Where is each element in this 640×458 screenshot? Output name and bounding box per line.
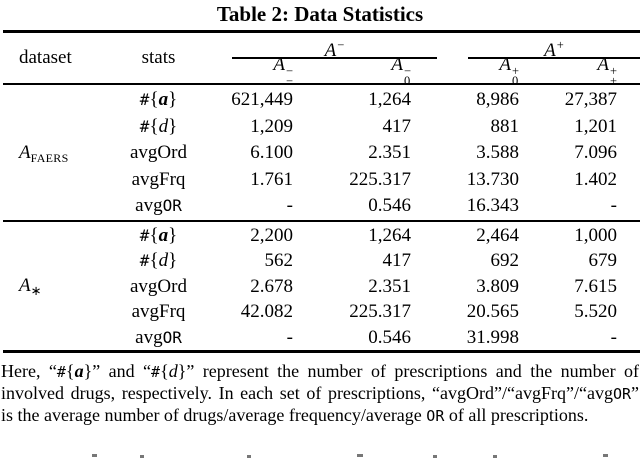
table-row: avgFrq 1.761 225.317 13.730 1.402 (3, 167, 617, 194)
script-stack: + + (609, 64, 617, 88)
table-row: avgOR - 0.546 16.343 - (3, 193, 617, 220)
hash-glyph: # (151, 363, 161, 381)
dataset-label-star: A∗ (19, 275, 42, 298)
value-cell: 1,209 (250, 115, 293, 137)
stat-label: avgOR (135, 195, 182, 217)
value-cell: - (286, 195, 293, 217)
table-row: #{d} 1,209 417 881 1,201 (3, 114, 617, 141)
value-cell: 2.351 (368, 275, 411, 297)
footnote-line-2: involved drugs, respectively. In each se… (1, 383, 639, 403)
cmid-rule-a-plus (468, 57, 640, 59)
column-group-a-minus: A− (232, 35, 437, 61)
footnote-line-1: Here, “#{a}” and “#{d}” represent the nu… (1, 361, 640, 381)
value-cell: 2,464 (476, 224, 519, 246)
table-row: avgOrd 6.100 2.351 3.588 7.096 (3, 140, 617, 167)
stat-label: #{d} (139, 115, 178, 137)
stat-label: avgFrq (131, 168, 186, 190)
sub-header-a-minus-minus: A − − (273, 54, 293, 88)
value-cell: 692 (490, 250, 520, 272)
value-cell: 5.520 (574, 301, 617, 323)
superscript-minus: − (337, 38, 345, 52)
math-a: A (324, 40, 337, 61)
superscript-plus: + (556, 38, 564, 52)
value-cell: 3.809 (476, 275, 519, 297)
value-cell: 2.678 (250, 275, 293, 297)
value-cell: 2.351 (368, 142, 411, 164)
dataset-column-header: dataset (19, 47, 72, 68)
header-mid-rule (3, 83, 640, 85)
stat-label: #{a} (139, 224, 178, 246)
hash-glyph: # (56, 363, 66, 381)
value-cell: 1,000 (574, 224, 617, 246)
value-cell: 881 (490, 115, 520, 137)
stat-label: #{d} (139, 250, 178, 272)
value-cell: 1.402 (574, 168, 617, 190)
script-stack: −0 (403, 64, 411, 88)
value-cell: 0.546 (368, 195, 411, 217)
table-caption: Table 2: Data Statistics (216, 2, 424, 26)
value-cell: 27,387 (564, 89, 617, 111)
value-cell: 562 (264, 250, 294, 272)
value-cell: 1,264 (368, 224, 411, 246)
value-cell: 225.317 (349, 168, 411, 190)
sub-header-row: A − − A −0 A +0 A + + (3, 54, 617, 87)
script-stack: − − (285, 64, 293, 88)
stat-label: #{a} (139, 89, 178, 111)
value-cell: 13.730 (466, 168, 519, 190)
sub-header-a-minus-zero: A −0 (391, 54, 411, 88)
stat-label: avgOrd (130, 142, 187, 164)
value-cell: 20.565 (466, 301, 519, 323)
value-cell: 16.343 (466, 195, 519, 217)
dataset-label-faers: AFAERS (19, 141, 69, 165)
dataset-block-faers: AFAERS #{a} 621,449 1,264 8,986 27,387 #… (3, 87, 617, 220)
value-cell: 225.317 (349, 301, 411, 323)
value-cell: 8,986 (476, 89, 519, 111)
value-cell: 417 (382, 115, 412, 137)
value-cell: - (286, 326, 293, 348)
block-divider-rule (3, 220, 640, 222)
value-cell: - (610, 326, 617, 348)
stat-label: avgOR (135, 326, 182, 348)
stat-label: avgOrd (130, 275, 187, 297)
dataset-block-star: A∗ #{a} 2,200 1,264 2,464 1,000 #{d} 562… (3, 223, 617, 351)
value-cell: 7.096 (574, 142, 617, 164)
value-cell: 621,449 (231, 89, 293, 111)
top-rule (3, 30, 640, 33)
table-row: avgOR - 0.546 31.998 - (3, 325, 617, 351)
value-cell: 42.082 (240, 301, 293, 323)
bottom-rule (3, 350, 640, 353)
sub-header-a-plus-zero: A +0 (499, 54, 519, 88)
table-row: avgOrd 2.678 2.351 3.809 7.615 (3, 274, 617, 300)
value-cell: 2,200 (250, 224, 293, 246)
table-row: #{d} 562 417 692 679 (3, 249, 617, 275)
value-cell: 1.761 (250, 168, 293, 190)
table-row: #{a} 2,200 1,264 2,464 1,000 (3, 223, 617, 249)
stats-column-header: stats (141, 47, 176, 68)
value-cell: 0.546 (368, 326, 411, 348)
math-a: A (544, 40, 556, 61)
value-cell: 1,201 (574, 115, 617, 137)
table-row: avgFrq 42.082 225.317 20.565 5.520 (3, 300, 617, 326)
footnote-line-3: is the average number of drugs/average f… (1, 405, 589, 425)
value-cell: 6.100 (250, 142, 293, 164)
script-stack: +0 (511, 64, 519, 88)
value-cell: 31.998 (466, 326, 519, 348)
column-group-a-plus: A+ (468, 35, 640, 61)
value-cell: 679 (588, 250, 618, 272)
value-cell: 7.615 (574, 275, 617, 297)
value-cell: 3.588 (476, 142, 519, 164)
value-cell: 417 (382, 250, 412, 272)
table-row: #{a} 621,449 1,264 8,986 27,387 (3, 87, 617, 114)
value-cell: 1,264 (368, 89, 411, 111)
stat-label: avgFrq (131, 301, 186, 323)
value-cell: - (610, 195, 617, 217)
cmid-rule-a-minus (232, 57, 437, 59)
sub-header-a-plus-plus: A + + (597, 54, 617, 88)
